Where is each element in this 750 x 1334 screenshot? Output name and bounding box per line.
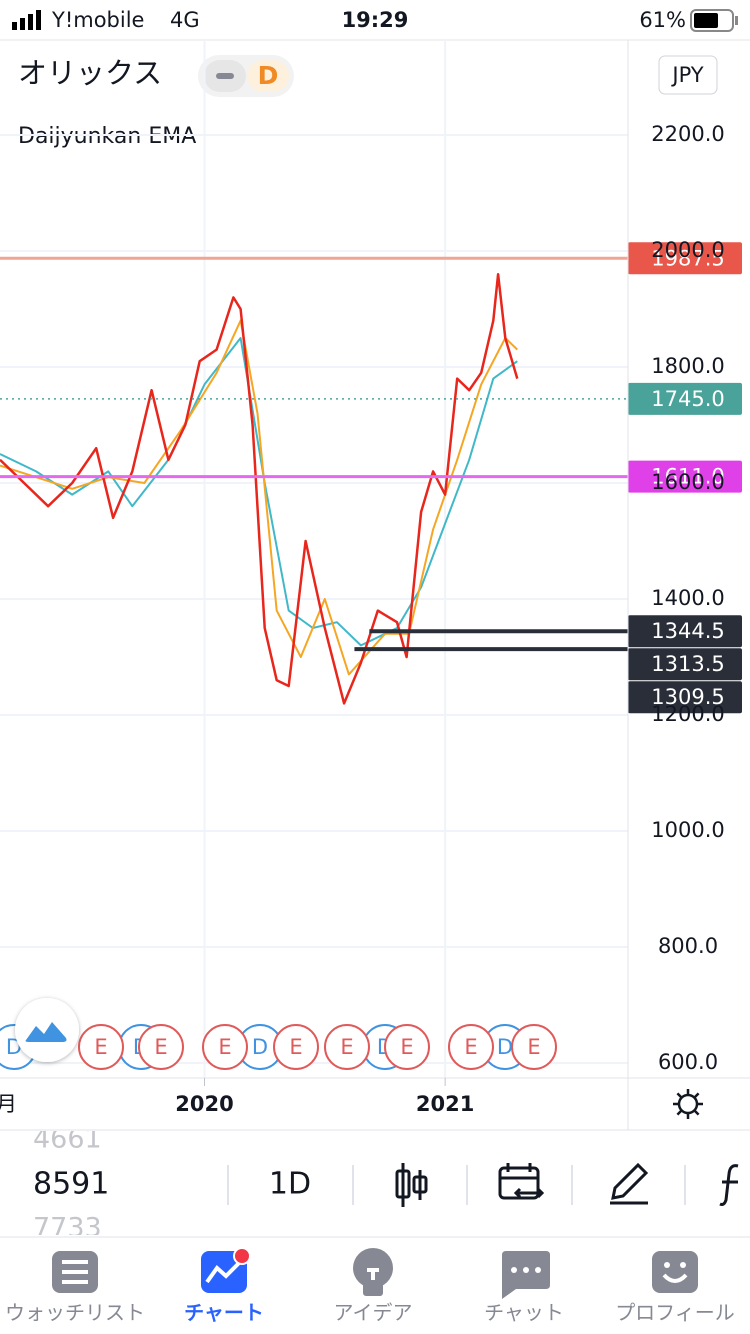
price-tag (628, 382, 742, 415)
event-label: E (154, 1035, 167, 1059)
event-marker (448, 1024, 494, 1070)
price-line (0, 272, 519, 705)
symbol-below[interactable]: 7733 (33, 1213, 102, 1244)
event-label: E (527, 1035, 540, 1059)
event-marker (511, 1024, 557, 1070)
symbol-code[interactable]: 8591 (33, 1167, 109, 1202)
currency[interactable]: JPY (670, 63, 703, 87)
chart-type-button[interactable] (395, 1163, 428, 1207)
drawing-button[interactable] (610, 1162, 649, 1205)
event-marker (384, 1024, 430, 1070)
y-tick-label: 1800.0 (651, 354, 724, 378)
price-tag-label: 1344.5 (651, 619, 724, 643)
carrier: Y!mobile (51, 8, 144, 32)
logo-icon (25, 1022, 67, 1042)
price-tag (628, 648, 742, 681)
tab-label[interactable]: ウォッチリスト (5, 1301, 145, 1325)
event-marker (273, 1024, 319, 1070)
tab-label[interactable]: チャット (484, 1301, 564, 1325)
price-line (0, 337, 518, 647)
price-levels: 1987.5 1745.0 1611.0 1344.5 1313.5 1309.5 (0, 242, 742, 714)
indicator-name[interactable]: Daijyunkan EMA (18, 124, 196, 149)
grid (0, 40, 628, 1078)
events: DDDDDEEEEEEEE (0, 1024, 557, 1070)
symbol-name[interactable]: オリックス (18, 56, 162, 90)
price-tag-label: 1309.5 (651, 685, 724, 709)
battery-level: 61% (639, 8, 686, 32)
interval-badge[interactable]: D (258, 61, 279, 90)
event-marker (202, 1024, 248, 1070)
tab-label[interactable]: チャート (184, 1301, 264, 1325)
event-label: E (218, 1035, 231, 1059)
y-tick-label: 800.0 (658, 934, 718, 958)
indicators-button[interactable] (719, 1164, 739, 1206)
event-marker (324, 1024, 370, 1070)
event-marker (138, 1024, 184, 1070)
event-label: E (340, 1035, 353, 1059)
network: 4G (170, 8, 200, 32)
compare-dates-button[interactable] (498, 1163, 545, 1200)
event-label: D (252, 1035, 268, 1059)
y-tick-label: 2000.0 (651, 238, 724, 262)
event-label: E (464, 1035, 477, 1059)
tab-label[interactable]: プロフィール (615, 1301, 735, 1325)
interval[interactable]: 1D (269, 1167, 311, 1202)
status-bar: Y!mobile 4G 19:29 61% (12, 8, 738, 32)
event-label: D (497, 1035, 513, 1059)
y-tick-label: 2200.0 (651, 122, 724, 146)
y-tick-label: 1200.0 (651, 702, 724, 726)
price-tag (628, 681, 742, 714)
toolbar: 4661 7733 (33, 1124, 102, 1244)
price-tag-label: 1611.0 (651, 465, 724, 489)
event-label: E (400, 1035, 413, 1059)
tab-icons (52, 1247, 698, 1299)
price-tag (628, 615, 742, 648)
y-tick-label: 1600.0 (651, 470, 724, 494)
x-tick-label: 2021 (416, 1092, 474, 1116)
x-partial-label: 月 (0, 1092, 17, 1116)
price-tag-label: 1313.5 (651, 652, 724, 676)
symbol-above[interactable]: 4661 (33, 1124, 102, 1155)
settings-icon[interactable] (673, 1089, 703, 1119)
price-tag (628, 242, 742, 275)
y-tick-label: 1400.0 (651, 586, 724, 610)
event-marker (78, 1024, 124, 1070)
event-label: E (94, 1035, 107, 1059)
price-tag-label: 1745.0 (651, 387, 724, 411)
event-label: E (289, 1035, 302, 1059)
price-tag (628, 460, 742, 493)
clock: 19:29 (342, 8, 409, 32)
price-axis: 600.0 800.0 1000.0 1200.0 1400.0 1600.0 1800.0… (651, 122, 724, 1074)
tab-label[interactable]: アイデア (334, 1301, 413, 1325)
currency-box[interactable] (658, 55, 718, 95)
price-tag-label: 1987.5 (651, 246, 724, 270)
y-tick-label: 600.0 (658, 1050, 718, 1074)
price-line (0, 319, 518, 676)
y-tick-label: 1000.0 (651, 818, 724, 842)
plot-area (0, 272, 519, 705)
x-tick-label: 2020 (175, 1092, 233, 1116)
